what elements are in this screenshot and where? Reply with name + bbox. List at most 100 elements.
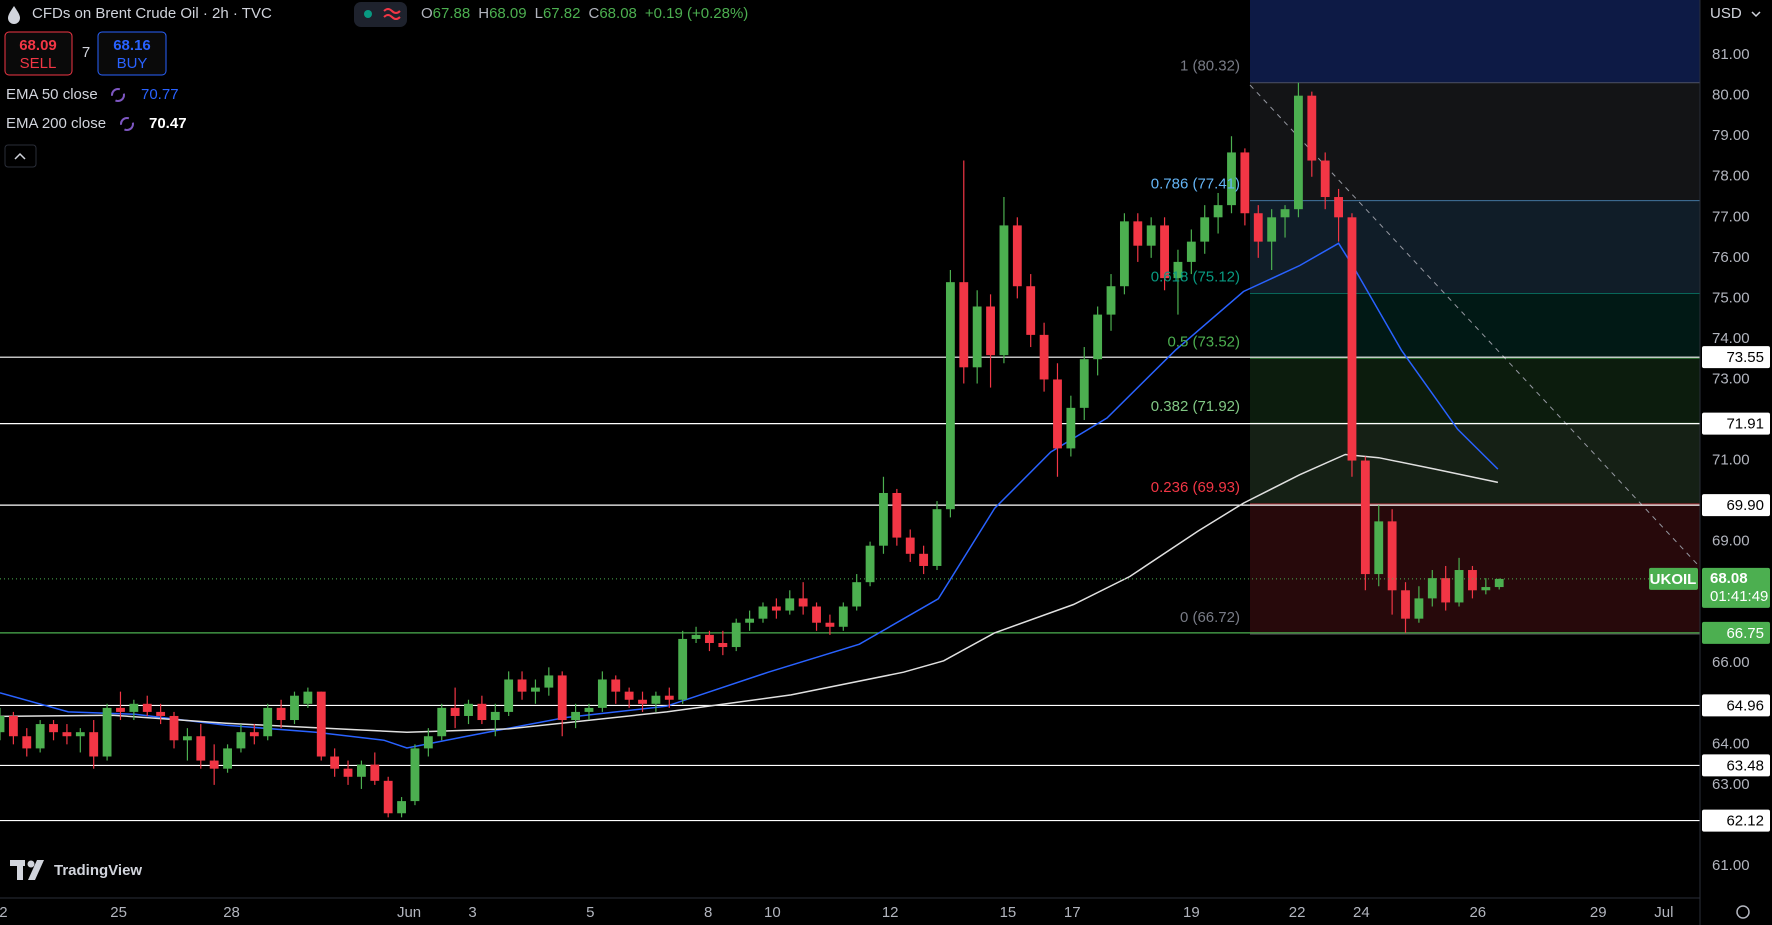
countdown: 01:41:49 [1710, 588, 1768, 605]
candle-body [678, 638, 688, 700]
collapse-button[interactable] [4, 144, 37, 168]
ema-legend-name: EMA 200 close [6, 115, 106, 132]
candle-body [62, 732, 72, 737]
x-tick-label: 29 [1590, 904, 1607, 921]
candle-body [597, 679, 607, 708]
fib-label: 0.618 (75.12) [1151, 268, 1240, 285]
candle-body [182, 736, 192, 741]
x-tick-label: 15 [1000, 904, 1017, 921]
candle-body [1133, 221, 1143, 246]
status-dot [364, 10, 372, 18]
candle-body [718, 642, 728, 648]
ohlc-legend: O67.88 H68.09 L67.82 C68.08 +0.19 (+0.28%) [421, 5, 748, 22]
ema-legend-name: EMA 50 close [6, 86, 98, 103]
candle-body [1227, 152, 1236, 206]
candle-body [1079, 359, 1089, 408]
candle-body [1267, 217, 1277, 242]
high-value: 68.09 [489, 5, 527, 22]
settings-icon[interactable] [1736, 905, 1750, 919]
candle-body [731, 622, 741, 648]
candle-body [196, 736, 206, 761]
open-label: O [421, 5, 433, 22]
candle-body [1053, 379, 1062, 449]
x-tick-label: Jun [397, 904, 421, 921]
x-tick-label: 26 [1469, 904, 1486, 921]
candle-body [1294, 95, 1303, 210]
open-value: 67.88 [433, 5, 471, 22]
ema-icon[interactable] [120, 117, 134, 131]
candle-body [972, 306, 982, 368]
candle-body [812, 606, 821, 623]
sell-button[interactable] [4, 31, 73, 76]
candle-body [102, 707, 112, 757]
candle-body [343, 768, 353, 777]
candle-body [1320, 160, 1330, 198]
candle-body [1427, 578, 1437, 599]
candle-body [651, 695, 661, 704]
y-tick-label: 64.00 [1712, 735, 1750, 752]
level-label-bg [1702, 754, 1770, 777]
candle-body [1454, 570, 1464, 603]
candle-body [785, 598, 795, 611]
candle-body [397, 801, 406, 814]
candle-body [1186, 241, 1196, 262]
fib-zone [1250, 293, 1700, 359]
candle-body [1240, 152, 1250, 214]
candle-body [35, 724, 45, 749]
level-label: 64.96 [1726, 697, 1764, 714]
candle-body [1066, 407, 1076, 449]
candle-body [1200, 217, 1210, 242]
fib-zone [1250, 200, 1700, 294]
candle-body [531, 687, 540, 692]
ema-icon[interactable] [111, 88, 125, 102]
x-tick-label: 2 [0, 904, 8, 921]
candle-body [584, 707, 594, 712]
candle-body [49, 724, 58, 733]
ema-line [0, 453, 1499, 733]
level-label-bg [1702, 412, 1770, 435]
status-pill[interactable] [354, 2, 407, 27]
sell-price: 68.09 [19, 37, 57, 54]
candle-body [423, 736, 433, 749]
candle-body [879, 492, 888, 546]
watermark: TradingView [54, 862, 142, 879]
candle-body [1334, 197, 1343, 218]
x-tick-label: 24 [1353, 904, 1370, 921]
candle-body [1481, 587, 1491, 591]
candle-body [290, 695, 299, 721]
y-tick-label: 74.00 [1712, 330, 1750, 347]
candle-body [1347, 217, 1357, 461]
y-tick-label: 75.00 [1712, 289, 1750, 306]
buy-button[interactable] [97, 31, 167, 76]
candle-body [1360, 460, 1370, 575]
fib-label: 0 (66.72) [1180, 609, 1240, 626]
candle-body [249, 732, 259, 737]
candle-body [865, 545, 875, 583]
candle-body [932, 509, 942, 566]
x-tick-label: 5 [586, 904, 594, 921]
candle-body [490, 711, 500, 721]
candle-body [1119, 221, 1129, 287]
candle-body [22, 736, 32, 749]
change: +0.19 (+0.28%) [645, 5, 748, 22]
level-label: 69.90 [1726, 497, 1764, 514]
candle-body [838, 606, 848, 627]
collapse-icon [14, 152, 26, 160]
logo-part [17, 860, 23, 880]
fib-label: 1 (80.32) [1180, 58, 1240, 75]
buy-label: BUY [117, 55, 148, 72]
candle-body [1468, 570, 1477, 591]
candle-body [919, 553, 929, 566]
y-tick-label: 61.00 [1712, 857, 1750, 874]
y-tick-label: 81.00 [1712, 46, 1750, 63]
candle-body [450, 707, 460, 716]
level-label: 62.12 [1726, 813, 1764, 830]
candle-body [1253, 213, 1263, 242]
level-label-bg [1702, 494, 1770, 517]
x-tick-label: 8 [704, 904, 712, 921]
candle-body [905, 537, 915, 554]
status-icon [383, 8, 401, 20]
fib-zone [1250, 358, 1700, 424]
